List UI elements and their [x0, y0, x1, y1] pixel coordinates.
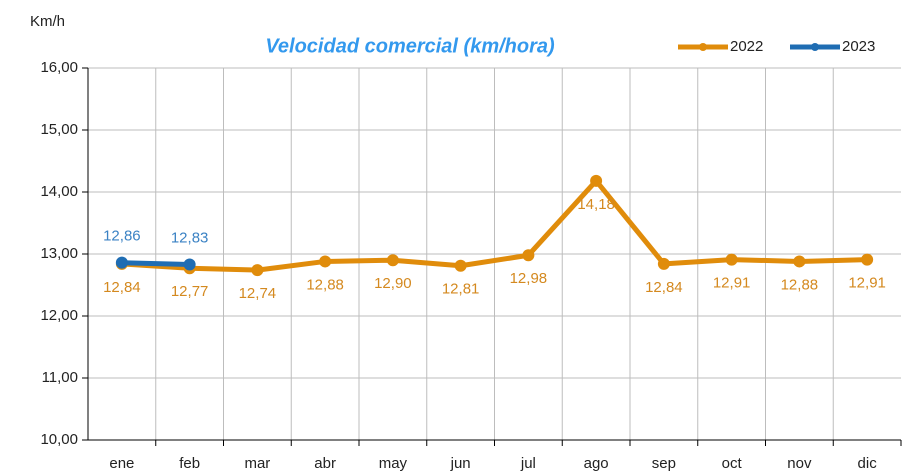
data-label: 12,86 [103, 228, 141, 245]
series-line [121, 178, 868, 273]
series-line [121, 260, 190, 268]
data-point [793, 255, 806, 268]
data-label: 12,90 [374, 275, 412, 292]
data-label: 12,81 [442, 281, 480, 298]
y-tick-label: 10,00 [40, 431, 78, 448]
legend-marker [811, 43, 819, 51]
data-label: 12,84 [103, 279, 141, 296]
legend-label: 2023 [842, 38, 875, 55]
chart-title: Velocidad comercial (km/hora) [265, 35, 555, 57]
data-label: 14,18 [577, 196, 615, 213]
x-tick-label: nov [787, 455, 812, 472]
data-point [657, 257, 670, 270]
data-point [251, 264, 264, 277]
data-point [115, 256, 128, 269]
legend-label: 2022 [730, 38, 763, 55]
data-label: 12,77 [171, 283, 209, 300]
legend-marker [699, 43, 707, 51]
y-axis-label: Km/h [30, 13, 65, 30]
data-point [522, 249, 535, 262]
data-point [454, 259, 467, 272]
data-point [183, 258, 196, 271]
y-tick-label: 16,00 [40, 59, 78, 76]
data-label: 12,98 [510, 270, 548, 287]
data-label: 12,84 [645, 279, 683, 296]
y-tick-label: 13,00 [40, 245, 78, 262]
data-point [319, 255, 332, 268]
x-tick-label: abr [314, 455, 336, 472]
y-tick-label: 12,00 [40, 307, 78, 324]
y-tick-label: 11,00 [42, 369, 78, 386]
data-label: 12,88 [306, 276, 344, 293]
x-tick-label: may [379, 455, 408, 472]
x-tick-label: oct [722, 455, 743, 472]
x-tick-label: mar [244, 455, 270, 472]
data-point [386, 254, 399, 267]
data-label: 12,74 [239, 285, 277, 302]
y-tick-label: 15,00 [40, 121, 78, 138]
x-tick-label: ago [584, 455, 609, 472]
x-tick-label: jul [520, 455, 536, 472]
data-point [590, 174, 603, 187]
data-point [861, 253, 874, 266]
data-point [725, 253, 738, 266]
data-label: 12,83 [171, 230, 209, 247]
x-tick-label: feb [179, 455, 200, 472]
x-tick-label: jun [450, 455, 471, 472]
x-tick-label: sep [652, 455, 676, 472]
data-label: 12,91 [848, 275, 886, 292]
data-label: 12,91 [713, 275, 751, 292]
x-tick-label: dic [858, 455, 878, 472]
data-label: 12,88 [781, 276, 819, 293]
y-tick-label: 14,00 [40, 183, 78, 200]
x-tick-label: ene [109, 455, 134, 472]
